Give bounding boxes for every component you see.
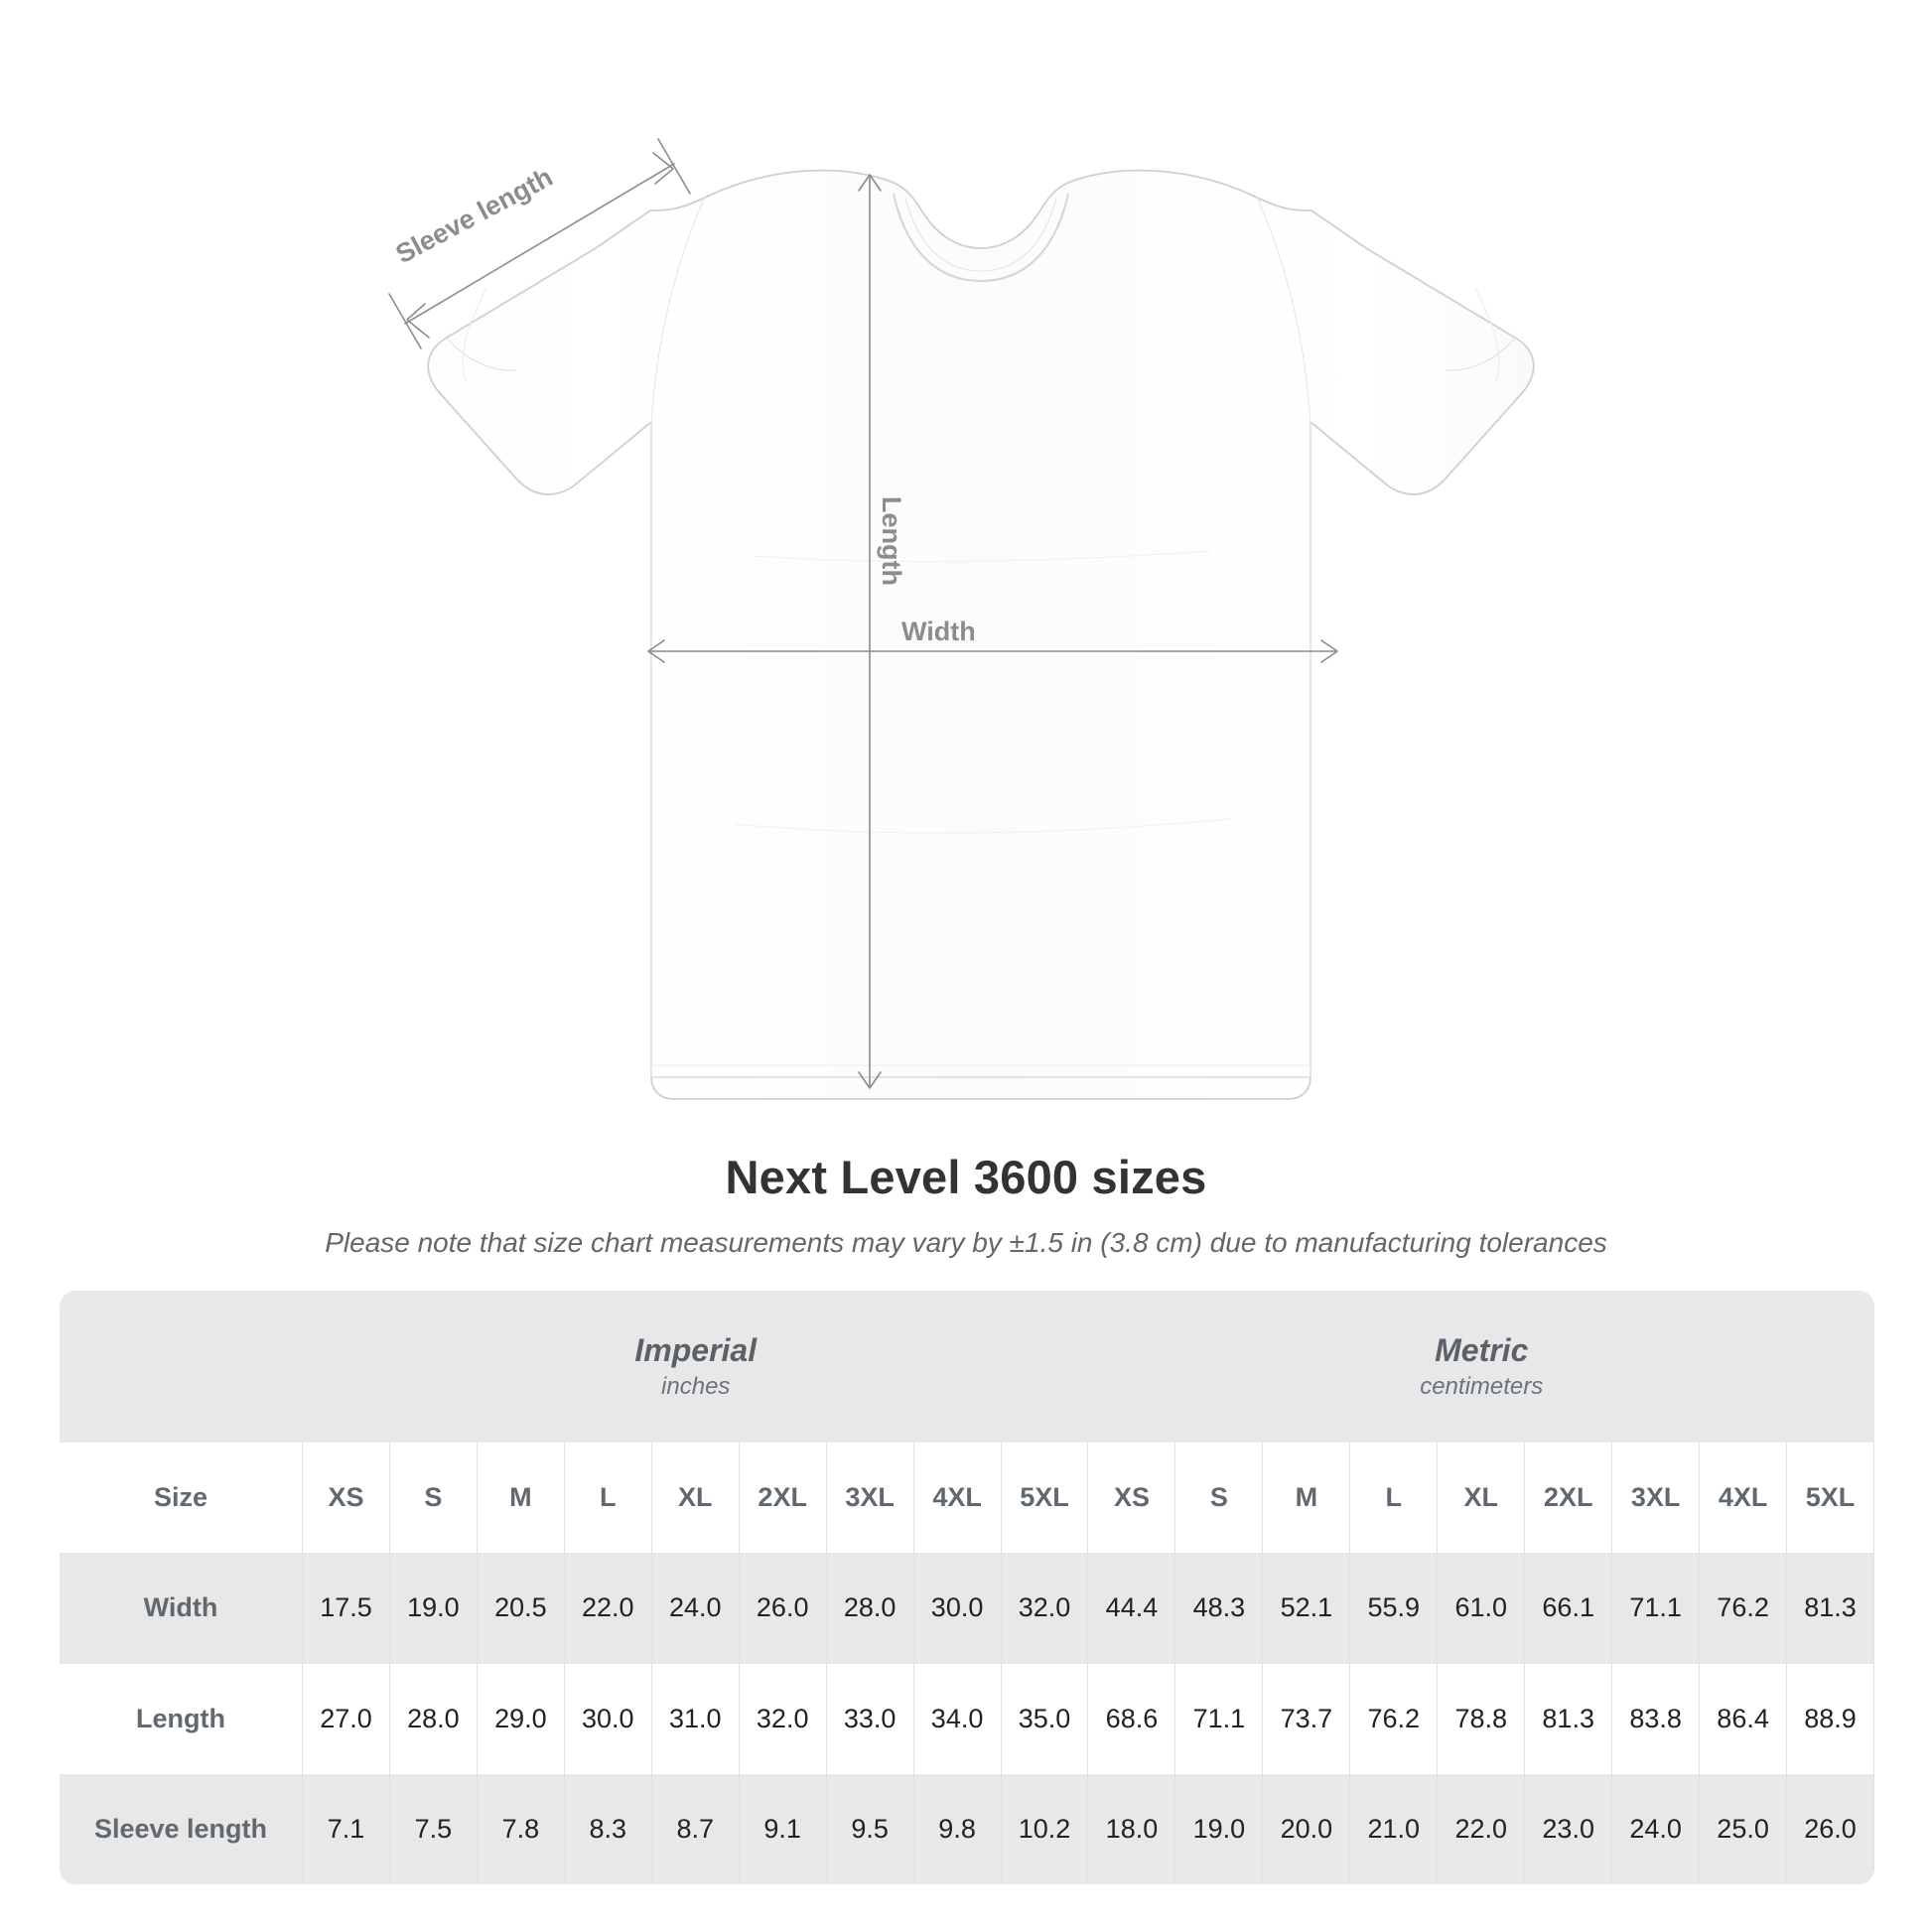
svg-text:Sleeve length: Sleeve length	[391, 162, 558, 269]
svg-text:Length: Length	[877, 496, 906, 586]
svg-text:Width: Width	[901, 617, 976, 646]
